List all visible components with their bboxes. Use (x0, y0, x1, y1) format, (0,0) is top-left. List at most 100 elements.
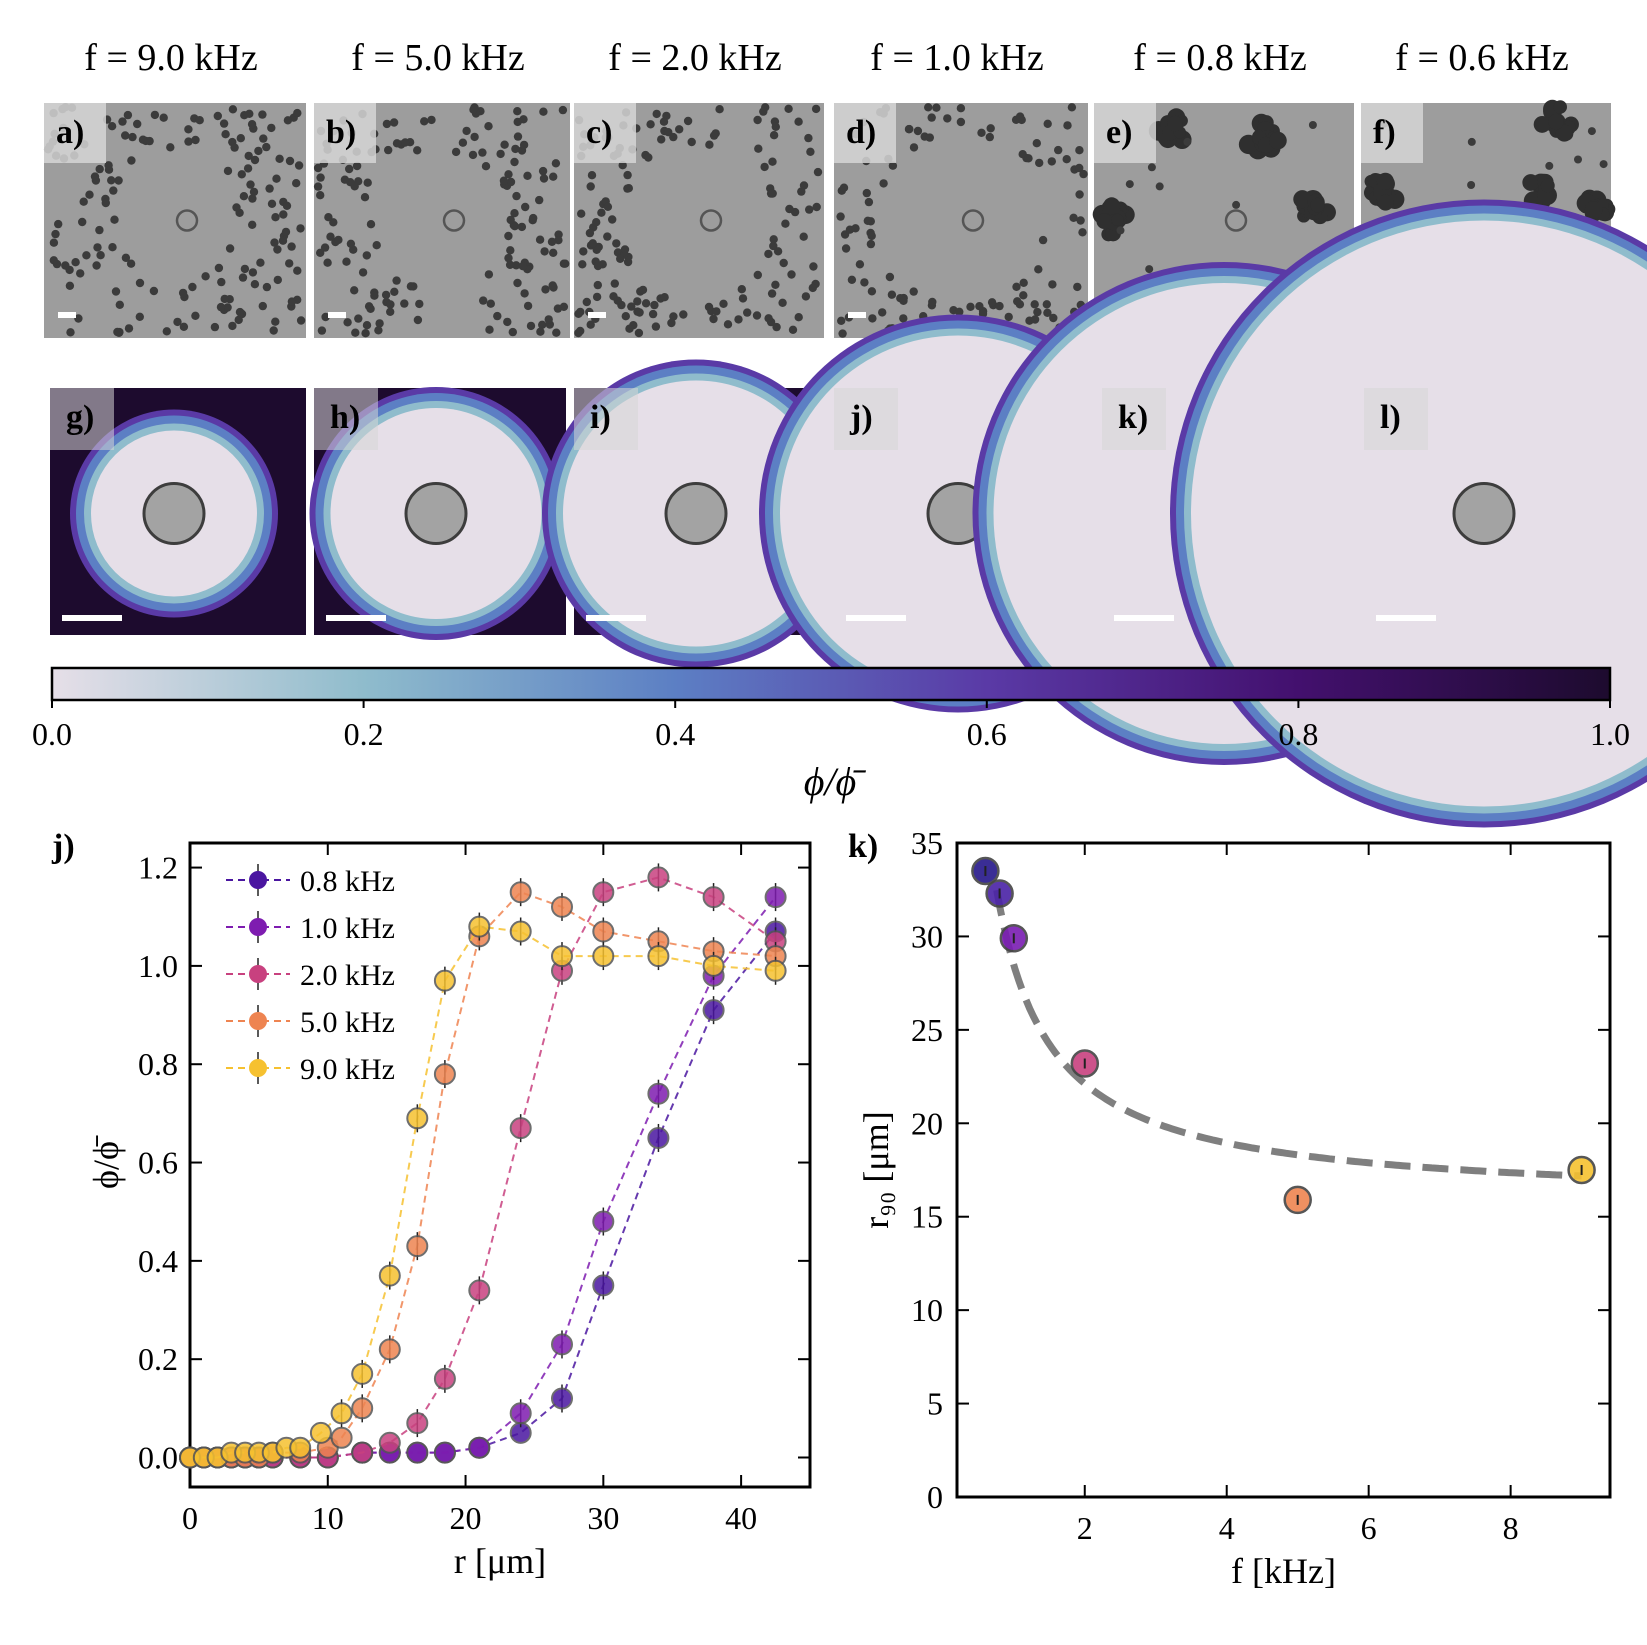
data-point (592, 1210, 615, 1233)
particle (521, 202, 530, 212)
frequency-title: f = 0.8 kHz (1133, 37, 1306, 79)
data-point (406, 1235, 429, 1258)
panel-label: g) (66, 399, 94, 436)
particle (1030, 300, 1039, 309)
particle (316, 173, 325, 182)
scale-bar (62, 615, 122, 621)
x-tick-label: 20 (450, 1500, 482, 1536)
particle (610, 279, 619, 288)
particle (1043, 308, 1052, 317)
particle (754, 144, 763, 153)
particle (258, 110, 267, 119)
data-point (551, 895, 573, 918)
particle (621, 312, 630, 321)
particle (1155, 182, 1164, 191)
particle (664, 128, 673, 137)
particle (415, 299, 424, 309)
particle (285, 259, 294, 268)
particle (133, 119, 142, 129)
particle-cluster (1553, 100, 1567, 114)
particle (375, 319, 384, 328)
x-tick-label: 0 (182, 1500, 198, 1536)
label-box (834, 103, 896, 163)
x-tick-label: 4 (1219, 1510, 1235, 1546)
particle (272, 174, 281, 183)
particle (372, 241, 381, 250)
particle (150, 110, 160, 120)
particle (275, 154, 284, 163)
particle (868, 314, 877, 323)
particle (771, 280, 780, 289)
particle (862, 188, 871, 198)
probe-marker (404, 482, 468, 545)
particle (248, 268, 258, 277)
particle (223, 303, 232, 312)
legend-label: 1.0 kHz (300, 912, 395, 945)
particle (712, 307, 721, 316)
particle (362, 251, 371, 260)
data-point (647, 1082, 670, 1105)
particle (535, 195, 544, 205)
particle (317, 326, 327, 335)
particle (470, 103, 479, 112)
particle (462, 126, 471, 136)
particle (162, 327, 171, 336)
particle (323, 258, 332, 267)
scale-bar (1114, 615, 1174, 621)
particle (221, 130, 230, 139)
particle (618, 161, 627, 170)
particle (577, 209, 586, 218)
particle (1019, 291, 1028, 300)
panel-label: a) (56, 114, 84, 151)
particle-cluster (1548, 114, 1564, 130)
particle (287, 242, 296, 251)
data-point (702, 954, 725, 977)
data-point (351, 1397, 374, 1420)
particle (540, 247, 549, 256)
x-tick-label: 40 (725, 1500, 757, 1536)
data-point (289, 1436, 312, 1459)
particle-cluster (1269, 131, 1287, 150)
particle (913, 126, 923, 136)
particle (1232, 200, 1241, 209)
particle (574, 328, 583, 338)
y-tick-label: 35 (911, 825, 943, 861)
frequency-title: f = 2.0 kHz (608, 37, 781, 79)
particle (258, 301, 267, 311)
particle (1599, 160, 1608, 169)
particle (635, 308, 644, 317)
particle (282, 201, 292, 210)
particle (334, 235, 343, 245)
data-point (468, 1436, 491, 1459)
colorbar-tick-label: 0.8 (1278, 716, 1318, 752)
particle (135, 312, 144, 321)
particle (549, 172, 558, 181)
particle (386, 300, 395, 309)
particle (296, 224, 305, 233)
label-box (314, 103, 376, 163)
panel-label: e) (1106, 114, 1132, 151)
particle (558, 105, 568, 115)
micrograph-panel: d) (834, 103, 1088, 338)
particle (479, 296, 488, 305)
particle (213, 111, 222, 121)
particle-cluster (1540, 178, 1555, 193)
particle (1024, 154, 1033, 163)
particle (624, 184, 633, 193)
particle (313, 163, 323, 173)
particle (885, 272, 895, 282)
particle (769, 235, 778, 244)
y-tick-label: 1.2 (138, 850, 178, 886)
particle (243, 164, 253, 173)
particle (107, 122, 117, 131)
particle (586, 182, 595, 191)
frequency-title: f = 5.0 kHz (351, 37, 524, 79)
data-point (592, 1274, 615, 1297)
particle (499, 176, 509, 185)
label-box (44, 103, 106, 163)
particle (1467, 181, 1476, 189)
particle (246, 180, 255, 189)
particle (389, 118, 399, 127)
particle (61, 261, 70, 270)
